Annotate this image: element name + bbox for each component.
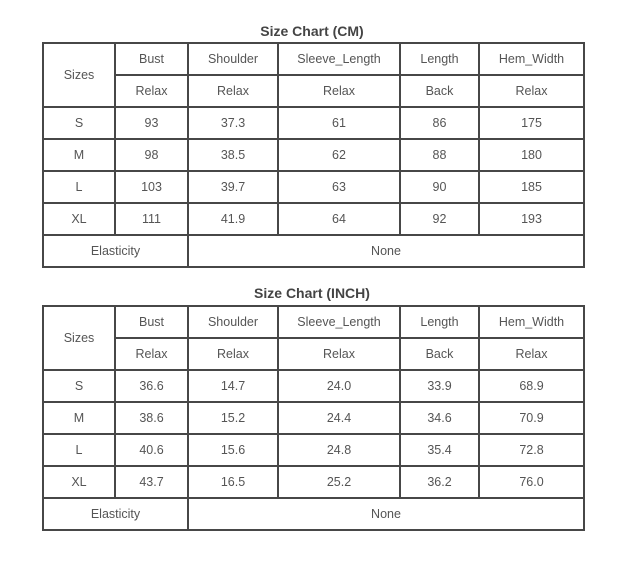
- table-cell: 35.4: [399, 433, 480, 467]
- table-cell: 180: [478, 138, 585, 172]
- column-header: Length: [399, 42, 480, 76]
- size-label: S: [42, 106, 116, 140]
- table-cell: 175: [478, 106, 585, 140]
- column-header: Bust: [114, 42, 189, 76]
- table-cell: 86: [399, 106, 480, 140]
- table-cell: 68.9: [478, 369, 585, 403]
- table-cell: 103: [114, 170, 189, 204]
- column-subheader: Relax: [277, 337, 401, 371]
- table-row: L 40.6 15.6 24.8 35.4 72.8: [42, 433, 585, 467]
- column-header: Sleeve_Length: [277, 305, 401, 339]
- column-header: Sleeve_Length: [277, 42, 401, 76]
- table-cell: 33.9: [399, 369, 480, 403]
- size-table: Sizes Bust Shoulder Sleeve_Length Length Hem_…: [42, 42, 585, 268]
- subheader-row: Relax Relax Relax Back Relax: [43, 337, 585, 371]
- table-cell: 111: [114, 202, 189, 236]
- elasticity-label: Elasticity: [42, 234, 189, 268]
- table-cell: 70.9: [478, 401, 585, 435]
- table-cell: 62: [277, 138, 401, 172]
- table-cell: 40.6: [114, 433, 189, 467]
- table-row: M 38.6 15.2 24.4 34.6 70.9: [42, 401, 585, 435]
- table-cell: 185: [478, 170, 585, 204]
- column-subheader: Relax: [478, 337, 585, 371]
- size-label: S: [42, 369, 116, 403]
- table-row: L 103 39.7 63 90 185: [42, 170, 585, 204]
- table-cell: 39.7: [187, 170, 279, 204]
- table-cell: 193: [478, 202, 585, 236]
- table-cell: 72.8: [478, 433, 585, 467]
- sizes-header: Sizes: [42, 305, 116, 371]
- table-cell: 90: [399, 170, 480, 204]
- column-header: Hem_Width: [478, 42, 585, 76]
- table-row: XL 43.7 16.5 25.2 36.2 76.0: [42, 465, 585, 499]
- size-table: Sizes Bust Shoulder Sleeve_Length Length Hem_…: [42, 305, 585, 531]
- column-subheader: Relax: [114, 337, 189, 371]
- header-row: Sizes Bust Shoulder Sleeve_Length Length Hem_…: [42, 305, 585, 371]
- table-cell: 93: [114, 106, 189, 140]
- chart-title: Size Chart (CM): [260, 23, 364, 39]
- table-cell: 76.0: [478, 465, 585, 499]
- size-label: XL: [42, 202, 116, 236]
- column-subheader: Relax: [277, 74, 401, 108]
- table-cell: 15.6: [187, 433, 279, 467]
- elasticity-value: None: [187, 497, 585, 531]
- table-cell: 34.6: [399, 401, 480, 435]
- size-label: L: [42, 433, 116, 467]
- table-cell: 61: [277, 106, 401, 140]
- table-cell: 38.6: [114, 401, 189, 435]
- table-row: S 93 37.3 61 86 175: [42, 106, 585, 140]
- table-cell: 41.9: [187, 202, 279, 236]
- column-subheader: Relax: [478, 74, 585, 108]
- table-cell: 92: [399, 202, 480, 236]
- table-row: S 36.6 14.7 24.0 33.9 68.9: [42, 369, 585, 403]
- table-cell: 64: [277, 202, 401, 236]
- sizes-header: Sizes: [42, 42, 116, 108]
- table-cell: 36.2: [399, 465, 480, 499]
- table-cell: 88: [399, 138, 480, 172]
- column-header: Bust: [114, 305, 189, 339]
- table-cell: 24.8: [277, 433, 401, 467]
- elasticity-label: Elasticity: [42, 497, 189, 531]
- column-header: Shoulder: [187, 42, 279, 76]
- column-subheader: Relax: [187, 74, 279, 108]
- table-cell: 25.2: [277, 465, 401, 499]
- column-header: Hem_Width: [478, 305, 585, 339]
- subheader-row: Relax Relax Relax Back Relax: [43, 74, 585, 108]
- size-label: XL: [42, 465, 116, 499]
- elasticity-row: Elasticity None: [42, 234, 585, 268]
- column-subheader: Relax: [114, 74, 189, 108]
- header-row: Sizes Bust Shoulder Sleeve_Length Length Hem_…: [42, 42, 585, 108]
- table-cell: 24.0: [277, 369, 401, 403]
- table-row: M 98 38.5 62 88 180: [42, 138, 585, 172]
- size-label: L: [42, 170, 116, 204]
- table-cell: 63: [277, 170, 401, 204]
- table-cell: 43.7: [114, 465, 189, 499]
- table-row: XL 111 41.9 64 92 193: [42, 202, 585, 236]
- column-subheader: Back: [399, 74, 480, 108]
- chart-title: Size Chart (INCH): [254, 285, 370, 301]
- column-subheader: Back: [399, 337, 480, 371]
- column-header: Length: [399, 305, 480, 339]
- table-cell: 14.7: [187, 369, 279, 403]
- column-subheader: Relax: [187, 337, 279, 371]
- column-header: Shoulder: [187, 305, 279, 339]
- elasticity-value: None: [187, 234, 585, 268]
- table-cell: 98: [114, 138, 189, 172]
- table-cell: 24.4: [277, 401, 401, 435]
- table-cell: 15.2: [187, 401, 279, 435]
- table-cell: 37.3: [187, 106, 279, 140]
- size-label: M: [42, 401, 116, 435]
- size-label: M: [42, 138, 116, 172]
- table-cell: 36.6: [114, 369, 189, 403]
- table-cell: 16.5: [187, 465, 279, 499]
- elasticity-row: Elasticity None: [42, 497, 585, 531]
- table-cell: 38.5: [187, 138, 279, 172]
